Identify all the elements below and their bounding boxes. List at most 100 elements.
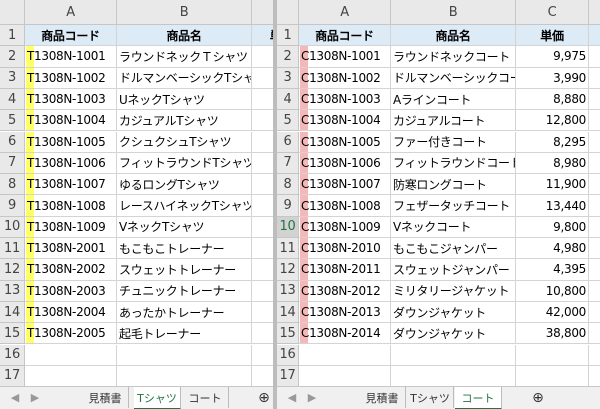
cell[interactable] — [589, 281, 600, 302]
column-header[interactable]: C — [516, 0, 589, 25]
column-header[interactable]: A — [25, 0, 117, 25]
cell[interactable] — [589, 238, 600, 260]
cell[interactable]: 10,800 — [516, 280, 589, 302]
row-header[interactable]: 7 — [277, 152, 299, 175]
row-header[interactable]: 15 — [277, 323, 299, 345]
header-cell[interactable]: 商品コード — [25, 25, 117, 47]
nav-next[interactable]: ▶ — [307, 391, 317, 404]
cell[interactable] — [252, 132, 273, 153]
cell[interactable]: ドルマンベーシックTシャツ — [117, 67, 252, 89]
row-header[interactable]: 9 — [0, 195, 25, 217]
sheet-tab[interactable]: コート — [455, 387, 502, 409]
cell[interactable]: 起毛トレーナー — [117, 323, 252, 345]
cell[interactable]: カジュアルコート — [391, 110, 516, 132]
cell[interactable]: C1308N-2012 — [299, 280, 391, 302]
cell[interactable] — [589, 132, 600, 153]
cell[interactable] — [252, 281, 273, 302]
row-header[interactable]: 5 — [0, 110, 25, 132]
column-header[interactable] — [589, 0, 600, 25]
row-header[interactable]: 17 — [0, 365, 25, 388]
header-cell[interactable]: 単価 — [516, 25, 589, 47]
cell[interactable]: 42,000 — [516, 301, 589, 324]
cell[interactable] — [589, 68, 600, 89]
row-header[interactable]: 10 — [277, 216, 299, 238]
cell[interactable] — [516, 344, 589, 366]
cell[interactable]: T1308N-1006 — [25, 152, 117, 175]
row-header[interactable]: 4 — [277, 88, 299, 111]
cell[interactable]: 12,800 — [516, 110, 589, 132]
cell[interactable]: あったかトレーナー — [117, 301, 252, 324]
cell[interactable] — [252, 302, 273, 324]
cell[interactable]: UネックTシャツ — [117, 88, 252, 111]
row-header[interactable]: 5 — [277, 110, 299, 132]
cell[interactable] — [299, 365, 391, 388]
sheet-tab[interactable]: Tシャツ — [407, 387, 454, 408]
row-header[interactable]: 8 — [277, 174, 299, 196]
row-header[interactable]: 1 — [277, 25, 299, 47]
cell[interactable]: カジュアルTシャツ — [117, 110, 252, 132]
cell[interactable]: もこもこトレーナー — [117, 238, 252, 260]
cell[interactable]: T1308N-2004 — [25, 301, 117, 324]
header-cell[interactable]: 商品名 — [117, 25, 252, 47]
cell[interactable]: 9,800 — [516, 216, 589, 238]
add-sheet[interactable]: ⊕ — [532, 389, 544, 406]
cell[interactable] — [252, 46, 273, 68]
cell[interactable]: T1308N-2002 — [25, 259, 117, 281]
row-header[interactable]: 12 — [0, 259, 25, 281]
cell[interactable]: C1308N-1006 — [299, 152, 391, 175]
cell[interactable]: T1308N-1002 — [25, 67, 117, 89]
cell[interactable] — [589, 302, 600, 324]
cell[interactable] — [589, 259, 600, 281]
cell[interactable] — [117, 365, 252, 388]
cell[interactable] — [252, 195, 273, 217]
cell[interactable] — [25, 344, 117, 366]
row-header[interactable]: 16 — [277, 344, 299, 366]
cell[interactable] — [391, 365, 516, 388]
cell[interactable]: 防寒ロングコート — [391, 174, 516, 196]
cell[interactable]: ファー付きコート — [391, 131, 516, 153]
cell[interactable]: 13,440 — [516, 195, 589, 217]
header-cell[interactable]: 商品コード — [299, 25, 391, 47]
cell[interactable]: C1308N-1005 — [299, 131, 391, 153]
cell[interactable] — [589, 174, 600, 196]
cell[interactable] — [589, 89, 600, 111]
cell[interactable]: T1308N-1003 — [25, 88, 117, 111]
cell[interactable]: Aラインコート — [391, 88, 516, 111]
cell[interactable] — [589, 153, 600, 175]
row-header[interactable]: 8 — [0, 174, 25, 196]
row-header[interactable]: 14 — [277, 301, 299, 324]
cell[interactable]: 4,980 — [516, 238, 589, 260]
cell[interactable] — [516, 365, 589, 388]
cell[interactable]: C1308N-1009 — [299, 216, 391, 238]
row-header[interactable]: 17 — [277, 365, 299, 388]
cell[interactable]: ダウンジャケット — [391, 323, 516, 345]
cell[interactable]: T1308N-2005 — [25, 323, 117, 345]
add-sheet[interactable]: ⊕ — [258, 389, 270, 406]
cell[interactable]: ミリタリージャケット — [391, 280, 516, 302]
nav-next[interactable]: ▶ — [30, 391, 40, 404]
cell[interactable]: フィットラウンドTシャツ — [117, 152, 252, 175]
row-header[interactable]: 13 — [0, 280, 25, 302]
cell[interactable]: ゆるロングTシャツ — [117, 174, 252, 196]
row-header[interactable]: 13 — [277, 280, 299, 302]
cell[interactable]: T1308N-2001 — [25, 238, 117, 260]
cell[interactable] — [589, 323, 600, 345]
cell[interactable]: 4,395 — [516, 259, 589, 281]
cell[interactable]: チュニックトレーナー — [117, 280, 252, 302]
cell[interactable]: C1308N-2014 — [299, 323, 391, 345]
sheet-tab[interactable]: 見積書 — [359, 387, 406, 408]
cell[interactable] — [589, 345, 600, 366]
cell[interactable]: C1308N-1002 — [299, 67, 391, 89]
row-header[interactable]: 7 — [0, 152, 25, 175]
row-header[interactable]: 1 — [0, 25, 25, 47]
cell[interactable] — [252, 174, 273, 196]
row-header[interactable]: 15 — [0, 323, 25, 345]
cell[interactable]: スウェットトレーナー — [117, 259, 252, 281]
cell[interactable]: C1308N-2013 — [299, 301, 391, 324]
cell[interactable]: クシュクシュTシャツ — [117, 131, 252, 153]
sheet-tab[interactable]: 見積書 — [82, 387, 129, 408]
row-header[interactable]: 14 — [0, 301, 25, 324]
cell[interactable] — [252, 345, 273, 366]
cell[interactable]: 9,975 — [516, 46, 589, 68]
row-header[interactable]: 3 — [0, 67, 25, 89]
